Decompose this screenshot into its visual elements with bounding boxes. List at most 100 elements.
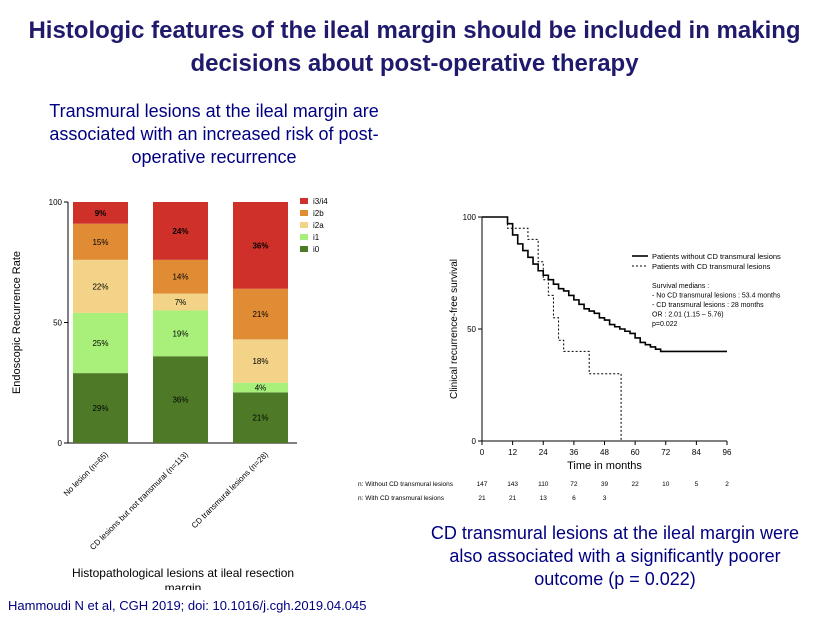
risk-table-value: 147 [477,481,488,488]
left-subtitle-line-1: Transmural lesions at the ileal margin a… [49,101,379,121]
survival-annotation: - CD transmural lesions : 28 months [652,302,764,309]
y-tick-label: 0 [58,439,63,448]
risk-table-value: 21 [478,495,486,502]
right-subtitle-line-1: CD transmural lesions at the ileal margi… [430,523,800,543]
data-label: 24% [172,227,188,236]
data-label: 36% [252,241,268,250]
x-tick-label: 84 [692,448,701,457]
bar-segment-i0 [153,356,208,443]
left-subtitle: Transmural lesions at the ileal margin a… [14,100,414,169]
data-label: 15% [92,238,108,247]
y-tick-label: 100 [463,213,477,222]
y-tick-label: 100 [49,198,63,207]
risk-table-value: 110 [538,481,549,488]
risk-table-row-label: n: Without CD transmural lesions [358,481,454,488]
x-tick-label: 12 [508,448,517,457]
x-axis-label-line-1: Histopathological lesions at ileal resec… [72,566,294,580]
risk-table-value: 39 [601,481,609,488]
data-label: 19% [172,329,188,338]
data-label: 21% [252,414,268,423]
x-tick-label: 96 [723,448,732,457]
risk-table-value: 5 [695,481,699,488]
right-subtitle: CD transmural lesions at the ileal margi… [410,522,820,591]
data-label: 9% [95,209,107,218]
x-tick-label: 72 [661,448,670,457]
y-tick-label: 50 [53,319,62,328]
y-tick-label: 50 [467,325,476,334]
bar-segment-i1 [73,312,128,374]
legend-label: i0 [313,245,320,254]
bar-segment-i0 [233,392,288,443]
legend-label: i2a [313,221,324,230]
bar-segment-i0 [73,373,128,443]
data-label: 22% [92,282,108,291]
bar-segment-i2a [233,339,288,383]
x-tick-label: No lesion (n=65) [62,450,110,498]
data-label: 7% [175,298,187,307]
x-axis-label: Time in months [567,460,642,472]
risk-table-value: 10 [662,481,670,488]
stacked-bar-chart: 0 50 100 Endoscopic Recurrence Rate 29% 25% 22… [11,197,328,590]
x-tick-label: 36 [569,448,578,457]
data-label: 14% [172,273,188,282]
x-tick-label: 60 [631,448,640,457]
survival-annotation: Survival medians : [652,283,709,290]
x-tick-label: 0 [480,448,485,457]
risk-table-value: 72 [570,481,578,488]
risk-table-value: 22 [632,481,640,488]
data-label: 21% [252,310,268,319]
slide-title-line-1: Histologic features of the ileal margin … [28,17,801,44]
legend-label: Patients without CD transmural lesions [652,252,781,261]
right-subtitle-line-3: outcome (p = 0.022) [534,569,696,589]
x-tick-label: CD transmural lesions (n=28) [190,450,270,530]
legend-swatch-i2b [300,210,308,216]
y-axis-label: Clinical recurrence-free survival [449,259,460,399]
bar-segment-i3-i4 [153,202,208,260]
bar-segment-i1 [153,310,208,357]
data-label: 36% [172,396,188,405]
risk-table-value: 2 [725,481,729,488]
risk-table-value: 13 [540,495,548,502]
slide-title-line-2: decisions about post-operative therapy [190,50,639,77]
risk-table-value: 3 [603,495,607,502]
bar-segment-i3-i4 [73,202,128,224]
risk-table-value: 143 [507,481,518,488]
legend-swatch-i2a [300,222,308,228]
bar-segment-i2b [73,223,128,260]
legend-label: i1 [313,233,320,242]
left-subtitle-line-3: operative recurrence [131,147,297,167]
x-tick-label: 24 [539,448,548,457]
risk-table-row-label: n: With CD transmural lesions [358,495,445,502]
bar-segment-i2b [153,259,208,294]
risk-table-value: 6 [572,495,576,502]
right-subtitle-line-2: also associated with a significantly poo… [449,546,781,566]
left-subtitle-line-2: associated with an increased risk of pos… [49,124,379,144]
survival-line-with-transmural [482,216,622,441]
legend-label: i2b [313,209,324,218]
x-tick-label: 48 [600,448,609,457]
legend-swatch-i0 [300,246,308,252]
y-axis-label: Endoscopic Recurrence Rate [11,251,23,394]
y-tick-label: 0 [472,437,477,446]
survival-line-without-transmural [482,216,727,353]
bar-segment-i1 [233,382,288,393]
bar-segment-i2a [153,293,208,311]
citation: Hammoudi N et al, CGH 2019; doi: 10.1016… [8,598,367,613]
bar-segment-i2a [73,259,128,313]
legend-label: Patients with CD transmural lesions [652,262,771,271]
legend-swatch-i3-i4 [300,198,308,204]
slide-title: Histologic features of the ileal margin … [0,14,829,80]
x-tick-label: CD lesions but not transmural (n=113) [88,450,190,552]
x-axis-label-line-2: margin [165,581,202,590]
data-label: 4% [255,384,267,393]
survival-annotation: p=0.022 [652,321,678,328]
legend-label: i3/i4 [313,197,328,206]
legend-swatch-i1 [300,234,308,240]
data-label: 29% [92,404,108,413]
bar-segment-i3-i4 [233,202,288,289]
data-label: 25% [92,339,108,348]
survival-annotation: - No CD transmural lesions : 53.4 months [652,293,781,300]
data-label: 18% [252,357,268,366]
risk-table-value: 21 [509,495,517,502]
